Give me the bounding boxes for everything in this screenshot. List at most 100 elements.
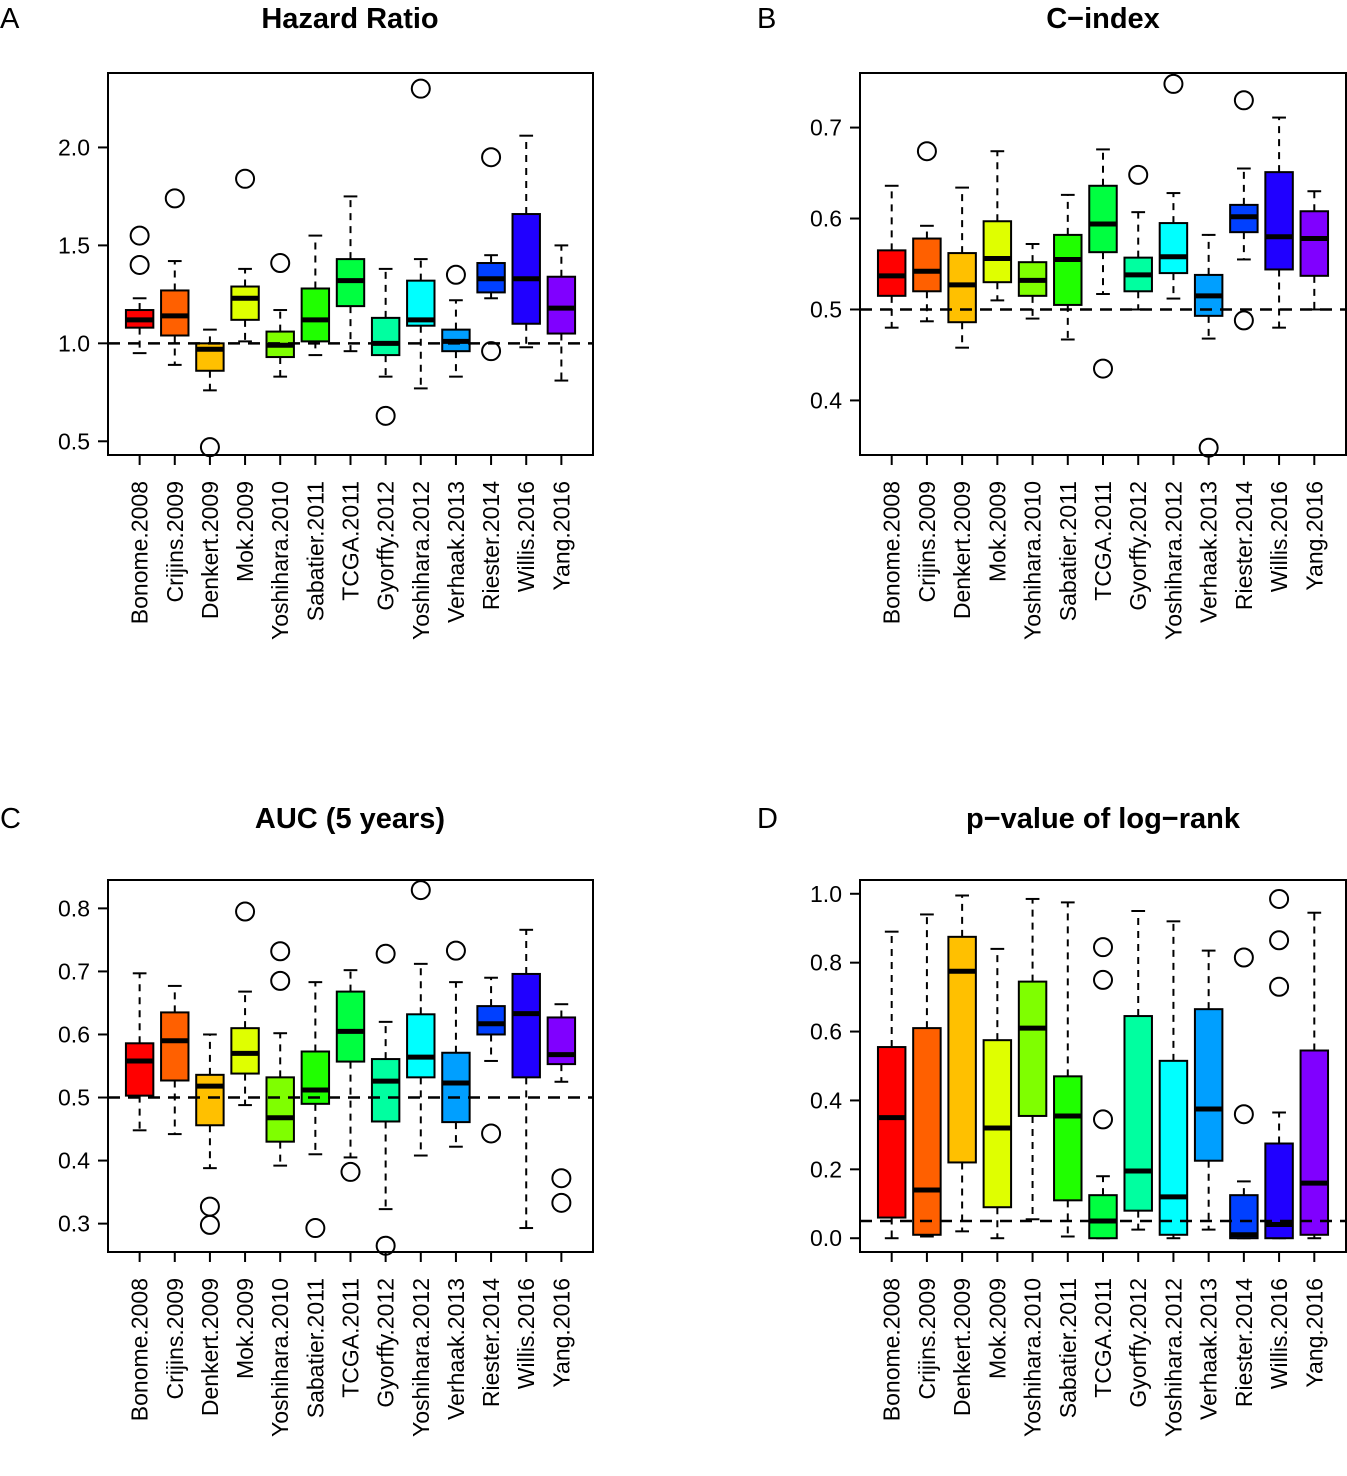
box-iqr <box>1299 1049 1330 1236</box>
outlier-point <box>916 141 937 162</box>
box-crijins-2009 <box>160 188 190 366</box>
y-tick-label: 0.8 <box>58 895 90 921</box>
outlier-point <box>445 264 466 285</box>
box-mok-2009 <box>982 947 1013 1240</box>
panel-a: A Hazard Ratio 0.5 1.0 1.5 2.0 Bonome.2008 Crij… <box>0 3 594 640</box>
x-tick-label: Yoshihara.2010 <box>267 1278 293 1437</box>
x-tick-label: Denkert.2009 <box>197 1278 223 1416</box>
outlier-point <box>1128 164 1149 185</box>
outlier-point <box>129 254 150 275</box>
plot-frame <box>107 72 594 456</box>
box-riester-2014 <box>476 976 506 1144</box>
box-iqr <box>230 1027 260 1075</box>
x-tick-label: Verhaak.2013 <box>1196 481 1222 623</box>
box-yoshihara-2012 <box>406 880 436 1157</box>
box-mok-2009 <box>230 168 260 343</box>
y-tick-label: 0.3 <box>58 1211 90 1237</box>
x-tick-label: Sabatier.2011 <box>302 481 328 621</box>
box-denkert-2009 <box>195 1033 225 1235</box>
x-tick-label: Bonome.2008 <box>127 481 153 624</box>
box-willis-2016 <box>511 928 541 1230</box>
outlier-point <box>164 188 185 209</box>
x-tick-label: Bonome.2008 <box>879 481 905 624</box>
y-tick-label: 1.0 <box>58 330 90 356</box>
box-iqr <box>876 249 907 297</box>
panel-title: AUC (5 years) <box>255 803 445 835</box>
box-riester-2014 <box>476 147 506 362</box>
outlier-point <box>445 940 466 961</box>
box-tcga-2011 <box>1088 148 1118 379</box>
box-yoshihara-2012 <box>1158 920 1189 1240</box>
box-crijins-2009 <box>912 141 942 323</box>
y-tick-label: 0.5 <box>58 428 90 454</box>
panel-c: C AUC (5 years) 0.3 0.4 0.5 0.6 0.7 0.8 Bonome.2… <box>0 803 594 1437</box>
outlier-point <box>235 168 256 189</box>
outlier-point <box>375 943 396 964</box>
x-tick-label: Yang.2016 <box>548 481 574 591</box>
box-iqr <box>982 1039 1013 1209</box>
x-tick-label: TCGA.2011 <box>1090 1278 1116 1398</box>
box-iqr <box>1299 210 1330 277</box>
x-tick-label: Bonome.2008 <box>127 1278 153 1421</box>
box-verhaak-2013 <box>441 940 471 1148</box>
y-tick-label: 0.7 <box>810 115 842 141</box>
box-iqr <box>406 1013 436 1079</box>
box-willis-2016 <box>1264 116 1294 329</box>
box-yang-2016 <box>1299 911 1330 1240</box>
x-tick-label: Yoshihara.2012 <box>408 1278 434 1437</box>
outlier-point <box>235 901 256 922</box>
box-yoshihara-2010 <box>1017 242 1048 320</box>
x-tick-label: Denkert.2009 <box>197 481 223 619</box>
outlier-point <box>270 970 291 991</box>
box-denkert-2009 <box>947 894 977 1233</box>
x-tick-label: Mok.2009 <box>984 481 1010 582</box>
outlier-point <box>1093 358 1113 379</box>
x-tick-label: TCGA.2011 <box>338 481 364 601</box>
box-iqr <box>124 1042 155 1097</box>
box-willis-2016 <box>1264 888 1294 1240</box>
x-tick-label: Verhaak.2013 <box>443 1278 469 1420</box>
box-iqr <box>265 1076 295 1143</box>
box-yang-2016 <box>1299 190 1330 311</box>
plot-frame <box>859 72 1347 456</box>
box-willis-2016 <box>511 134 541 349</box>
box-tcga-2011 <box>1088 937 1118 1240</box>
outlier-point <box>270 253 291 274</box>
box-iqr <box>1053 1075 1083 1202</box>
x-tick-label: Mok.2009 <box>232 1278 258 1379</box>
plot-frame <box>859 879 1347 1253</box>
box-yang-2016 <box>546 244 577 382</box>
outlier-point <box>1093 969 1113 990</box>
panel-title: Hazard Ratio <box>261 3 438 35</box>
outlier-point <box>1269 930 1290 951</box>
y-tick-label: 0.0 <box>810 1225 842 1251</box>
y-tick-label: 0.4 <box>810 1087 842 1113</box>
panel-title: p−value of log−rank <box>966 803 1241 835</box>
box-gyorffy-2012 <box>370 267 401 426</box>
box-iqr <box>1229 1194 1259 1240</box>
box-yoshihara-2010 <box>1017 897 1048 1221</box>
x-tick-label: Crijins.2009 <box>162 481 188 602</box>
x-tick-label: Yoshihara.2010 <box>267 481 293 640</box>
x-tick-label: Crijins.2009 <box>914 481 940 602</box>
outlier-point <box>199 1214 220 1235</box>
outlier-point <box>1269 976 1290 997</box>
box-mok-2009 <box>230 901 260 1107</box>
box-crijins-2009 <box>160 984 190 1136</box>
box-gyorffy-2012 <box>1123 164 1153 311</box>
outlier-point <box>1269 888 1290 909</box>
panel-letter: D <box>757 803 778 835</box>
box-riester-2014 <box>1229 90 1259 331</box>
x-tick-label: Verhaak.2013 <box>1196 1278 1222 1420</box>
y-tick-label: 0.5 <box>810 296 842 322</box>
x-tick-label: Crijins.2009 <box>914 1278 940 1399</box>
box-riester-2014 <box>1229 947 1259 1240</box>
panel-letter: A <box>0 3 20 35</box>
box-bonome-2008 <box>876 930 907 1240</box>
box-iqr <box>1053 233 1083 306</box>
outlier-point <box>481 341 502 362</box>
box-bonome-2008 <box>124 972 155 1132</box>
box-iqr <box>300 1050 331 1105</box>
y-tick-label: 0.5 <box>58 1085 90 1111</box>
